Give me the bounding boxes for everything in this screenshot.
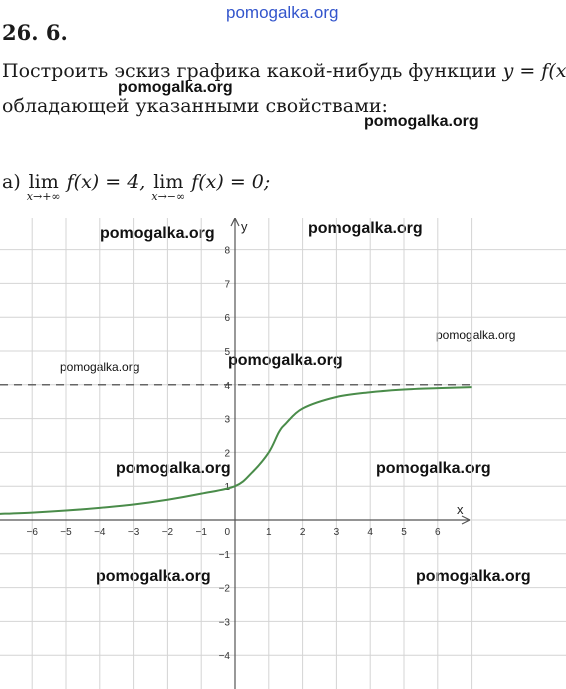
watermark: pomogalka.org [228,352,343,369]
watermark: pomogalka.org [96,568,211,585]
watermark: pomogalka.org [416,568,531,585]
x-axis-arrow [461,515,471,525]
x-tick-label: 1 [266,527,272,538]
limit-plus-infinity: lim x→+∞ [27,171,61,203]
watermark: pomogalka.org [100,225,215,242]
y-axis-arrow [230,218,240,227]
x-tick-label: −2 [162,527,174,538]
watermark: pomogalka.org [226,3,339,22]
x-tick-label: −5 [60,527,72,538]
limit-expression: f(x) = 0; [185,171,271,193]
lim-word: lim [28,171,59,193]
function-curve [0,386,472,515]
x-tick-label: 3 [334,527,340,538]
watermark: pomogalka.org [364,113,479,130]
item-a-conditions: а) lim x→+∞ f(x) = 4, lim x→−∞ f(x) = 0; [2,171,270,203]
y-tick-label: −1 [219,550,231,561]
x-tick-label: −4 [94,527,106,538]
x-axis-label: x [457,502,464,517]
origin-label: 0 [224,527,230,538]
x-tick-label: 4 [367,527,373,538]
watermark: pomogalka.org [436,328,516,342]
lim-subscript: x→−∞ [151,190,186,203]
lim-subscript: x→+∞ [26,190,61,203]
x-tick-label: −3 [128,527,140,538]
watermark: pomogalka.org [116,460,231,477]
limit-minus-infinity: lim x→−∞ [151,171,185,203]
y-tick-label: 8 [224,246,230,257]
x-tick-label: −1 [195,527,207,538]
y-tick-label: 3 [224,415,230,426]
y-tick-label: 2 [224,448,230,459]
y-tick-label: 6 [224,313,230,324]
item-label: а) [2,171,27,193]
function-notation: y = f(x), [502,60,566,82]
task-statement-line-1: Построить эскиз графика какой-нибудь фун… [2,60,566,82]
x-tick-label: 5 [401,527,407,538]
y-tick-label: 7 [224,279,230,290]
grid [0,218,566,689]
watermark: pomogalka.org [118,79,233,96]
y-tick-label: −4 [219,651,231,662]
x-tick-label: −6 [26,527,38,538]
watermark: pomogalka.org [376,460,491,477]
task-text: Построить эскиз графика какой-нибудь фун… [2,60,503,82]
task-statement-line-2: обладающей указанными свойствами: [2,95,388,117]
y-tick-label: 5 [224,347,230,358]
problem-number: 26. 6. [2,20,68,45]
lim-word: lim [153,171,184,193]
y-tick-label: 4 [224,381,230,392]
y-axis-label: y [241,219,248,234]
x-tick-label: 2 [300,527,306,538]
y-tick-label: −2 [219,584,231,595]
limit-expression: f(x) = 4, [60,171,152,193]
x-tick-label: 6 [435,527,441,538]
axes [0,218,471,689]
y-tick-label: −3 [219,617,231,628]
